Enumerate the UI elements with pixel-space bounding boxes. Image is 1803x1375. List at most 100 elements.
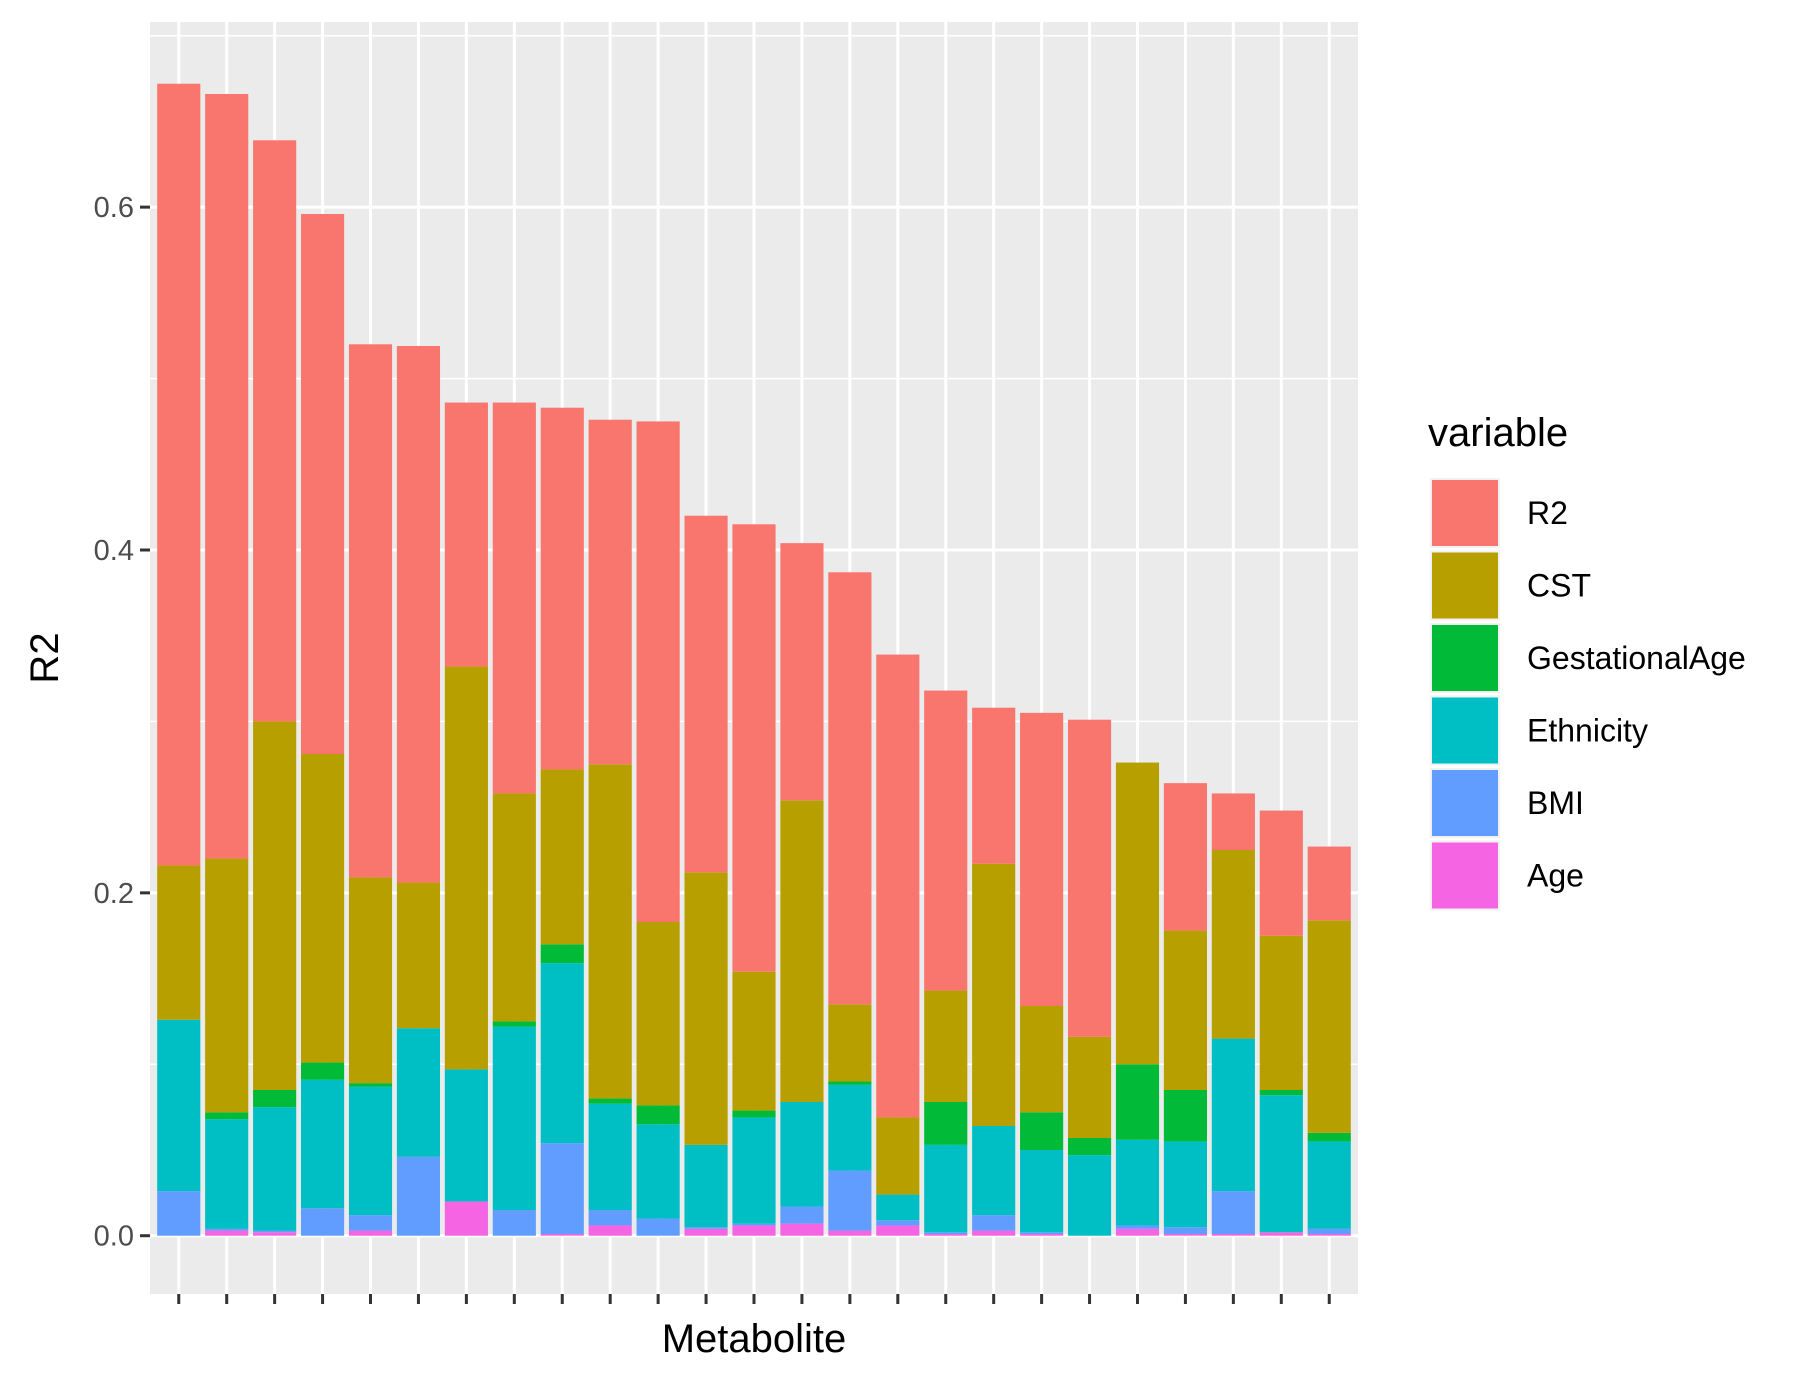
bar-segment-r2 bbox=[972, 707, 1016, 864]
bar-segment-ethnicity bbox=[924, 1144, 968, 1233]
bar-segment-r2 bbox=[1211, 793, 1255, 850]
bar-segment-ethnicity bbox=[588, 1103, 632, 1210]
bar-segment-r2 bbox=[492, 402, 536, 794]
bar-segment-cst bbox=[253, 721, 297, 1090]
legend-swatch-gestationalage bbox=[1432, 625, 1498, 691]
bar-segment-cst bbox=[876, 1117, 920, 1195]
bar-segment-cst bbox=[1163, 930, 1207, 1090]
bar-segment-ethnicity bbox=[1259, 1095, 1303, 1233]
bar-segment-age bbox=[588, 1225, 632, 1236]
bar-segment-bmi bbox=[1163, 1227, 1207, 1234]
bar-segment-r2 bbox=[301, 214, 345, 754]
bar-segment-gestationalage bbox=[1307, 1132, 1351, 1142]
bar-segment-ethnicity bbox=[348, 1086, 393, 1216]
bar-segment-ethnicity bbox=[828, 1084, 872, 1171]
x-axis-title: Metabolite bbox=[662, 1317, 847, 1361]
bar-segment-cst bbox=[972, 863, 1016, 1126]
bar-segment-gestationalage bbox=[205, 1112, 249, 1120]
bar-segment-r2 bbox=[876, 654, 920, 1118]
legend-label-gestationalage: GestationalAge bbox=[1527, 640, 1746, 676]
legend-swatch-bmi bbox=[1432, 770, 1498, 836]
bar-segment-age bbox=[684, 1228, 728, 1236]
bar-segment-ethnicity bbox=[636, 1124, 680, 1219]
y-axis-title: R2 bbox=[23, 632, 67, 683]
bar-segment-ethnicity bbox=[732, 1117, 776, 1224]
bar-segment-ethnicity bbox=[1067, 1155, 1112, 1236]
bar-segment-ethnicity bbox=[492, 1026, 536, 1210]
bar-segment-r2 bbox=[1163, 783, 1207, 931]
bar-segment-age bbox=[253, 1232, 297, 1236]
bar-segment-gestationalage bbox=[588, 1098, 632, 1104]
bar-segment-age bbox=[1020, 1234, 1064, 1236]
bar-segment-age bbox=[540, 1234, 584, 1236]
bar-segment-ethnicity bbox=[1211, 1038, 1255, 1192]
bar-segment-gestationalage bbox=[253, 1090, 297, 1108]
bar-segment-bmi bbox=[588, 1210, 632, 1226]
bar-segment-age bbox=[1307, 1234, 1351, 1236]
bar-segment-r2 bbox=[396, 346, 441, 883]
bar-segment-age bbox=[972, 1230, 1016, 1236]
bar-segment-ethnicity bbox=[444, 1069, 488, 1202]
bar-segment-bmi bbox=[157, 1191, 201, 1236]
bar-segment-cst bbox=[924, 990, 968, 1102]
bar-segment-r2 bbox=[684, 515, 728, 873]
bar-segment-cst bbox=[732, 971, 776, 1111]
bar-segment-cst bbox=[396, 882, 441, 1029]
bar-segment-r2 bbox=[253, 140, 297, 722]
bar-segment-bmi bbox=[205, 1228, 249, 1231]
legend-label-age: Age bbox=[1527, 858, 1584, 894]
bar-segment-cst bbox=[540, 769, 584, 945]
bar-segment-bmi bbox=[396, 1156, 441, 1236]
bar-segment-r2 bbox=[732, 524, 776, 972]
legend-swatch-r2 bbox=[1432, 480, 1498, 546]
bar-segment-ethnicity bbox=[205, 1119, 249, 1229]
bar-segment-ethnicity bbox=[780, 1102, 824, 1207]
bar-segment-gestationalage bbox=[924, 1102, 968, 1145]
bar-segment-cst bbox=[636, 922, 680, 1106]
bar-segment-ethnicity bbox=[157, 1019, 201, 1192]
bar-segment-cst bbox=[780, 800, 824, 1102]
bar-segment-bmi bbox=[732, 1223, 776, 1226]
legend-label-r2: R2 bbox=[1527, 495, 1568, 531]
bar-segment-ethnicity bbox=[301, 1079, 345, 1209]
bar-segment-cst bbox=[1115, 762, 1160, 1065]
bar-segment-age bbox=[780, 1223, 824, 1236]
bar-segment-gestationalage bbox=[492, 1021, 536, 1027]
bar-segment-r2 bbox=[1307, 846, 1351, 921]
bar-segment-bmi bbox=[540, 1143, 584, 1234]
bar-segment-ethnicity bbox=[876, 1194, 920, 1221]
bar-segment-age bbox=[444, 1201, 488, 1236]
bar-segment-cst bbox=[588, 764, 632, 1099]
bar-segment-age bbox=[1259, 1232, 1303, 1236]
bar-segment-cst bbox=[1307, 920, 1351, 1133]
legend: variable R2 CST GestationalAge Ethnicity BMI… bbox=[1428, 411, 1746, 911]
bar-segment-bmi bbox=[301, 1208, 345, 1236]
bar-segment-gestationalage bbox=[1259, 1090, 1303, 1096]
bar-segment-bmi bbox=[1115, 1225, 1160, 1229]
bar-segment-r2 bbox=[205, 94, 249, 859]
bar-segment-bmi bbox=[828, 1170, 872, 1231]
bar-segment-bmi bbox=[684, 1227, 728, 1229]
bar-segment-bmi bbox=[972, 1215, 1016, 1231]
bar-segment-ethnicity bbox=[1020, 1150, 1064, 1233]
legend-swatch-ethnicity bbox=[1432, 697, 1498, 764]
bar-segment-cst bbox=[1259, 935, 1303, 1090]
bar-segment-r2 bbox=[924, 690, 968, 991]
bar-segment-age bbox=[828, 1230, 872, 1236]
bar-segment-bmi bbox=[876, 1220, 920, 1226]
bar-segment-gestationalage bbox=[1115, 1064, 1160, 1140]
bar-segment-r2 bbox=[636, 421, 680, 922]
legend-label-ethnicity: Ethnicity bbox=[1527, 713, 1648, 749]
bar-segment-gestationalage bbox=[1020, 1112, 1064, 1150]
legend-label-cst: CST bbox=[1527, 568, 1591, 604]
y-tick-label: 0.4 bbox=[94, 535, 134, 567]
y-tick-label: 0.6 bbox=[94, 192, 134, 224]
bar-segment-ethnicity bbox=[1307, 1141, 1351, 1229]
bar-segment-r2 bbox=[828, 572, 872, 1005]
bar-segment-ethnicity bbox=[1115, 1139, 1160, 1226]
bar-segment-gestationalage bbox=[1163, 1090, 1207, 1142]
bar-segment-cst bbox=[492, 793, 536, 1022]
bar-segment-r2 bbox=[1020, 712, 1064, 1006]
legend-swatch-age bbox=[1432, 842, 1498, 909]
